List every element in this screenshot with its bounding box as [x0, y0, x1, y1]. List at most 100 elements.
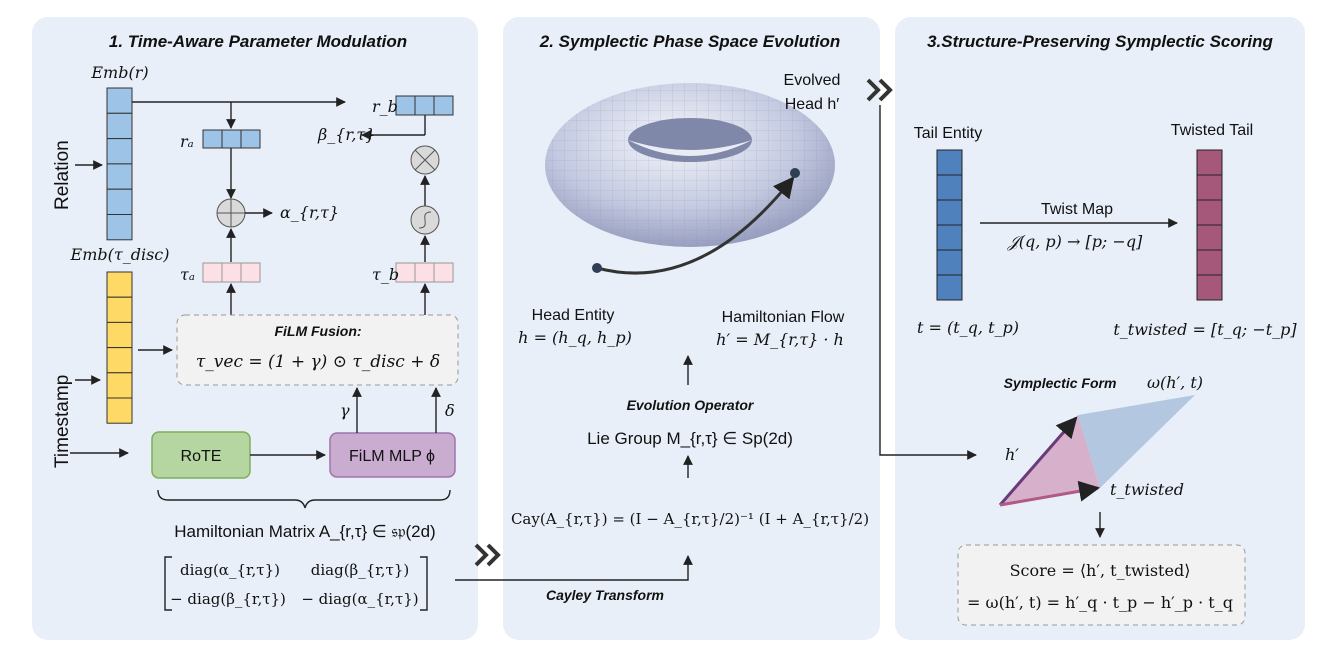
vector-cell [106, 271, 133, 298]
vector-cell [106, 163, 133, 190]
tau-b-vector [395, 262, 454, 283]
vector-cell [240, 129, 261, 149]
delta-label: δ [445, 401, 455, 420]
r-b-vector [395, 95, 454, 116]
tau-b-label: τ_b [372, 265, 399, 284]
matrix-cell: diag(α_{r,τ}) [180, 561, 280, 579]
h-prime-label: h′ [1005, 445, 1019, 464]
vector-cell [106, 188, 133, 215]
vector-cell [936, 224, 963, 251]
vector-cell [221, 262, 242, 283]
twist-formula: 𝒥(q, p) → [p; −q] [1007, 232, 1143, 251]
vector-cell [936, 199, 963, 226]
vector-cell [936, 274, 963, 301]
multiply-icon [410, 145, 440, 175]
t-twisted-label: t_twisted [1110, 480, 1184, 499]
relation-embedding [106, 87, 133, 241]
panel2-title: 2. Symplectic Phase Space Evolution [539, 32, 840, 51]
vector-cell [433, 95, 454, 116]
head-formula: h = (h_q, h_p) [518, 328, 632, 347]
matrix-cell: − diag(α_{r,τ}) [301, 590, 418, 608]
score-box: Score = ⟨h′, t_twisted⟩ = ω(h′, t) = h′_… [957, 544, 1246, 626]
chevron-double-icon [866, 78, 893, 102]
hamiltonian-label: Hamiltonian Matrix A_{r,τ} ∈ 𝔰𝔭(2d) [174, 522, 435, 541]
vector-cell [106, 112, 133, 140]
timestamp-embedding [106, 271, 133, 424]
rote-block: RoTE [151, 431, 251, 479]
vector-cell [1196, 174, 1223, 201]
matrix-cell: − diag(β_{r,τ}) [170, 590, 286, 608]
vector-cell [106, 296, 133, 323]
vector-cell [106, 214, 133, 241]
film-mlp-label: FiLM MLP ϕ [349, 448, 435, 465]
twisted-tail-label: Twisted Tail [1171, 122, 1253, 139]
evolution-operator-label: Evolution Operator [627, 397, 755, 413]
vector-cell [106, 87, 133, 114]
r-a-vector [202, 129, 261, 149]
lie-group-label: Lie Group M_{r,τ} ∈ Sp(2d) [587, 429, 793, 448]
twisted-tail-embedding [1196, 149, 1223, 301]
flow-trajectory [596, 176, 795, 275]
vector-cell [202, 129, 223, 149]
vector-cell [936, 149, 963, 176]
vector-cell [936, 249, 963, 276]
beta-label: β_{r,τ} [317, 125, 375, 144]
matrix-cell: diag(β_{r,τ}) [311, 561, 410, 579]
panel3-title: 3.Structure-Preserving Symplectic Scorin… [927, 32, 1273, 51]
score-expansion: = ω(h′, t) = h′_q · t_p − h′_p · t_q [967, 593, 1233, 612]
sigmoid-icon [410, 205, 440, 235]
vector-cell [1196, 224, 1223, 251]
vector-cell [106, 372, 133, 399]
tail-embedding [936, 149, 963, 301]
panel1-title: 1. Time-Aware Parameter Modulation [109, 32, 407, 51]
gamma-label: γ [340, 401, 350, 420]
head-entity-label: Head Entity [532, 307, 615, 324]
vector-cell [1196, 149, 1223, 176]
twist-map-label: Twist Map [1041, 201, 1113, 218]
rote-label: RoTE [181, 448, 222, 465]
evolved-head-label: Head h′ [785, 96, 840, 113]
film-fusion-title: FiLM Fusion: [274, 323, 361, 339]
vector-cell [936, 174, 963, 201]
evolved-label: Evolved [784, 72, 841, 89]
r-b-label: r_b [372, 97, 398, 116]
vector-cell [433, 262, 454, 283]
symplectic-formula: ω(h′, t) [1147, 373, 1203, 392]
film-fusion-formula: τ_vec = (1 + γ) ⊙ τ_disc + δ [196, 352, 440, 372]
twisted-formula: t_twisted = [t_q; −t_p] [1113, 320, 1297, 339]
vector-cell [414, 262, 435, 283]
film-fusion-box: FiLM Fusion: τ_vec = (1 + γ) ⊙ τ_disc + … [176, 314, 459, 386]
vector-cell [395, 95, 416, 116]
vector-cell [106, 138, 133, 165]
hamiltonian-flow-label: Hamiltonian Flow [722, 309, 845, 326]
r-a-label: rₐ [180, 132, 194, 151]
alpha-label: α_{r,τ} [280, 203, 339, 222]
emb-r-label: Emb(r) [90, 63, 148, 82]
cayley-formula: Cay(A_{r,τ}) = (I − A_{r,τ}/2)⁻¹ (I + A_… [511, 510, 869, 528]
symplectic-area [998, 395, 1195, 507]
film-mlp-block: FiLM MLP ϕ [329, 432, 456, 478]
flow-formula: h′ = M_{r,τ} · h [716, 330, 844, 349]
tail-entity-label: Tail Entity [914, 125, 982, 142]
relation-label: Relation [52, 140, 73, 210]
emb-tau-label: Emb(τ_disc) [70, 245, 170, 264]
vector-cell [106, 347, 133, 374]
torus-phase-space [545, 83, 835, 247]
tau-a-label: τₐ [180, 265, 195, 284]
hamiltonian-matrix: diag(α_{r,τ}) diag(β_{r,τ}) − diag(β_{r,… [164, 556, 428, 611]
tau-a-vector [202, 262, 261, 283]
cayley-transform-label: Cayley Transform [546, 587, 664, 603]
vector-cell [221, 129, 242, 149]
vector-cell [240, 262, 261, 283]
vector-cell [1196, 274, 1223, 301]
tail-formula: t = (t_q, t_p) [917, 318, 1019, 337]
vector-cell [414, 95, 435, 116]
vector-cell [1196, 199, 1223, 226]
vector-cell [106, 397, 133, 424]
add-icon [216, 198, 246, 228]
vector-cell [1196, 249, 1223, 276]
vector-cell [202, 262, 223, 283]
score-formula: Score = ⟨h′, t_twisted⟩ [1010, 561, 1191, 580]
symplectic-form-label: Symplectic Form [1004, 375, 1117, 391]
